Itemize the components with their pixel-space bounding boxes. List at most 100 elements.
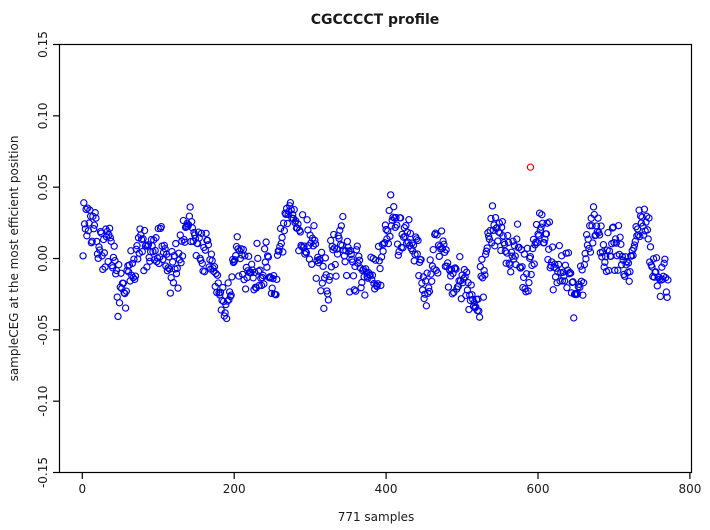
data-point <box>560 277 569 285</box>
data-point <box>202 229 210 238</box>
data-point <box>387 222 396 230</box>
data-point <box>569 278 577 286</box>
data-point <box>662 288 671 296</box>
data-point <box>111 257 119 265</box>
data-point <box>384 239 393 248</box>
data-point <box>119 279 127 287</box>
data-point <box>444 283 453 291</box>
data-point <box>302 249 311 257</box>
data-point <box>468 291 476 299</box>
data-point <box>401 232 409 241</box>
data-point <box>92 214 100 222</box>
data-point <box>159 255 167 264</box>
data-point <box>204 241 213 249</box>
data-point <box>131 275 139 284</box>
data-point <box>241 252 249 260</box>
data-point <box>486 226 494 235</box>
data-point <box>343 237 352 246</box>
data-point <box>186 203 194 211</box>
data-point <box>222 314 231 323</box>
data-point <box>604 229 612 237</box>
data-point <box>169 278 178 287</box>
x-axis-label: 771 samples <box>338 510 415 524</box>
data-point <box>516 264 525 272</box>
x-tick-label: 200 <box>223 482 246 496</box>
data-point <box>573 290 582 298</box>
data-point <box>214 279 222 287</box>
data-point <box>527 270 535 279</box>
data-point <box>420 294 428 303</box>
data-point <box>80 199 88 207</box>
data-point <box>636 232 644 241</box>
data-point <box>317 287 325 295</box>
data-point <box>115 261 123 269</box>
data-point <box>333 245 341 253</box>
data-point <box>612 239 620 247</box>
data-point <box>586 222 594 230</box>
data-point <box>330 230 338 239</box>
data-point <box>396 214 405 222</box>
data-point <box>339 212 347 221</box>
data-point <box>542 230 551 238</box>
data-point <box>518 263 526 271</box>
data-point <box>311 236 319 245</box>
data-point <box>435 252 443 261</box>
data-point <box>663 293 671 302</box>
x-axis-ticks <box>81 472 691 479</box>
data-point <box>144 241 153 249</box>
data-point <box>349 272 358 280</box>
data-point <box>538 211 546 219</box>
data-point <box>106 234 115 242</box>
data-point <box>101 263 109 271</box>
data-point <box>639 231 648 239</box>
data-point <box>143 263 151 271</box>
data-point <box>513 220 522 228</box>
data-point <box>312 274 320 282</box>
data-point <box>286 199 295 207</box>
data-point <box>353 242 361 250</box>
data-point <box>109 253 118 262</box>
data-point <box>618 252 627 261</box>
data-point <box>209 264 217 272</box>
data-point <box>263 263 271 271</box>
data-point <box>152 234 160 242</box>
data-point <box>459 275 468 283</box>
data-point <box>355 256 364 264</box>
data-point <box>168 247 176 256</box>
data-point <box>88 237 96 245</box>
data-point <box>448 290 456 298</box>
data-point <box>544 255 552 264</box>
data-point <box>377 281 385 290</box>
data-point <box>164 264 172 272</box>
data-point <box>507 268 515 276</box>
data-point <box>385 206 393 215</box>
data-point <box>513 235 521 243</box>
data-point <box>349 258 357 266</box>
data-point <box>664 276 672 284</box>
data-point <box>82 205 90 214</box>
data-point <box>289 210 297 219</box>
data-point <box>529 244 537 253</box>
data-point <box>83 204 92 212</box>
data-point <box>626 267 634 276</box>
data-point <box>660 259 668 268</box>
data-point <box>617 240 625 248</box>
data-point <box>244 252 253 261</box>
data-point <box>611 266 619 275</box>
data-point <box>278 233 286 242</box>
data-point <box>634 231 643 239</box>
data-point <box>475 313 484 321</box>
data-point <box>201 246 210 254</box>
data-point <box>219 283 227 292</box>
x-tick-label: 600 <box>527 482 550 496</box>
data-point <box>589 239 597 247</box>
data-point <box>414 236 422 245</box>
data-point <box>419 273 428 281</box>
data-point <box>537 223 545 231</box>
data-point <box>428 277 436 285</box>
data-point <box>276 224 285 233</box>
data-point <box>582 231 591 239</box>
data-point <box>431 229 440 237</box>
data-point <box>375 257 383 265</box>
data-point <box>595 231 604 239</box>
